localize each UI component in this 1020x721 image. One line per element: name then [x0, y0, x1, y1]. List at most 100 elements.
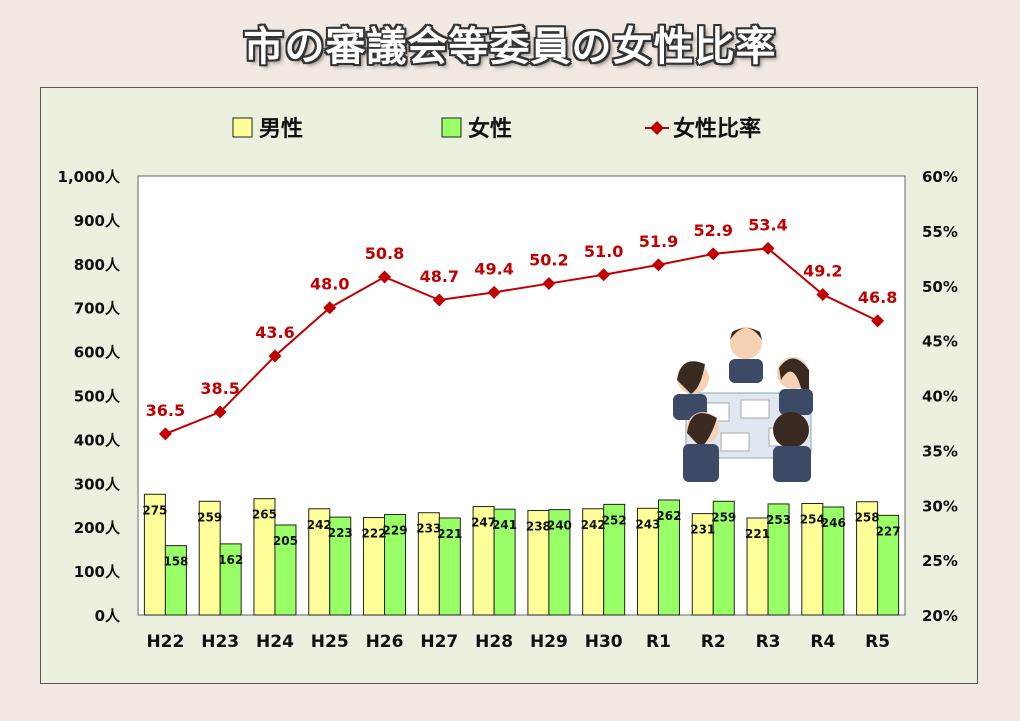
female-value-label: 246 — [821, 516, 846, 530]
x-tick-label: H28 — [475, 632, 513, 652]
male-value-label: 221 — [745, 527, 770, 541]
ratio-marker — [487, 285, 501, 299]
y-right-tick-label: 50% — [922, 278, 958, 296]
ratio-value-label: 38.5 — [200, 379, 239, 398]
ratio-marker — [268, 349, 282, 363]
y-right-tick-label: 60% — [922, 168, 958, 186]
ratio-polyline — [165, 247, 879, 435]
ratio-marker — [432, 293, 446, 307]
female-value-label: 262 — [656, 509, 681, 523]
ratio-marker — [542, 277, 556, 291]
male-value-label: 243 — [635, 517, 660, 531]
female-bar — [657, 499, 680, 616]
ratio-marker — [158, 427, 172, 441]
legend-label: 女性 — [468, 116, 512, 142]
x-tick-label: R2 — [701, 632, 726, 652]
ratio-value-label: 46.8 — [858, 288, 897, 307]
male-value-label: 222 — [362, 527, 387, 541]
ratio-value-label: 51.0 — [584, 242, 623, 261]
female-bar — [822, 506, 845, 616]
female-value-label: 253 — [766, 513, 791, 527]
ratio-value-label: 50.2 — [529, 251, 568, 270]
female-bar — [329, 516, 352, 616]
ratio-marker — [213, 405, 227, 419]
ratio-labels: 36.5 38.5 43.6 48.0 50.8 48.7 49.4 50.2 51.0 51.9… — [146, 215, 898, 419]
page-title: 市の審議会等委員の女性比率 — [243, 24, 777, 70]
ratio-marker — [597, 268, 611, 282]
y-left-tick-label: 500人 — [74, 388, 121, 406]
y-left-tick-label: 600人 — [74, 344, 121, 362]
male-value-label: 265 — [252, 508, 277, 522]
y-left-tick-label: 1,000人 — [58, 168, 121, 186]
bars — [143, 493, 900, 616]
male-value-label: 233 — [416, 522, 441, 536]
female-value-label: 162 — [218, 553, 243, 567]
legend-label: 女性比率 — [673, 116, 761, 142]
female-value-label: 221 — [437, 527, 462, 541]
female-bar — [274, 524, 297, 616]
female-bar — [438, 517, 461, 616]
x-tick-label: R1 — [646, 632, 671, 652]
ratio-marker — [871, 314, 885, 328]
female-bar — [493, 508, 516, 616]
y-left-tick-label: 300人 — [74, 475, 121, 493]
legend: 男性 女性 女性比率 — [232, 116, 761, 142]
female-bar — [219, 543, 242, 616]
female-value-label: 205 — [273, 534, 298, 548]
ratio-line — [158, 241, 885, 441]
y-left-tick-label: 100人 — [74, 563, 121, 581]
legend-swatch — [232, 117, 253, 138]
y-right-tick-label: 40% — [922, 388, 958, 406]
female-bar — [767, 503, 790, 616]
female-value-label: 240 — [547, 519, 572, 533]
x-tick-label: H25 — [311, 632, 349, 652]
female-value-label: 229 — [383, 523, 408, 537]
y-axis-right: 20% 25% 30% 35% 40% 45% 50% 55% 60% — [922, 168, 958, 625]
legend-diamond — [650, 121, 664, 135]
female-bar — [603, 503, 626, 616]
chart-panel: 男性 女性 女性比率 0人 100人 200人 300人 400人 500人 600人 700人 8… — [40, 87, 978, 684]
y-right-tick-label: 20% — [922, 607, 958, 625]
female-bar — [548, 509, 571, 616]
legend-swatch — [441, 117, 462, 138]
ratio-value-label: 52.9 — [694, 221, 733, 240]
female-value-label: 158 — [163, 555, 188, 569]
y-left-tick-label: 0人 — [95, 607, 121, 625]
ratio-value-label: 49.2 — [803, 262, 842, 281]
x-tick-label: H29 — [530, 632, 568, 652]
male-value-label: 259 — [197, 510, 222, 524]
ratio-value-label: 48.0 — [310, 275, 349, 294]
male-value-label: 238 — [526, 520, 551, 534]
female-value-label: 252 — [602, 513, 627, 527]
y-left-tick-label: 200人 — [74, 519, 121, 537]
y-left-tick-label: 400人 — [74, 431, 121, 449]
male-value-label: 275 — [142, 503, 167, 517]
x-tick-label: H27 — [420, 632, 458, 652]
x-tick-label: H24 — [256, 632, 294, 652]
y-axis-left: 0人 100人 200人 300人 400人 500人 600人 700人 800人 900人 1,… — [58, 168, 121, 625]
y-right-tick-label: 55% — [922, 223, 958, 241]
male-value-label: 247 — [471, 516, 496, 530]
ratio-value-label: 53.4 — [748, 215, 787, 234]
ratio-marker — [816, 288, 830, 302]
x-tick-label: R5 — [865, 632, 890, 652]
female-bar — [164, 545, 187, 616]
meeting-illustration — [673, 327, 813, 482]
male-value-label: 242 — [581, 518, 606, 532]
female-value-label: 223 — [328, 526, 353, 540]
female-bar — [384, 513, 407, 616]
ratio-value-label: 48.7 — [420, 267, 459, 286]
ratio-marker — [378, 270, 392, 284]
legend-label: 男性 — [259, 117, 303, 142]
y-right-tick-label: 35% — [922, 442, 958, 460]
ratio-marker — [651, 258, 665, 272]
ratio-value-label: 43.6 — [255, 323, 294, 342]
female-value-label: 241 — [492, 518, 517, 532]
x-tick-label: H30 — [585, 632, 623, 652]
x-axis: H22 H23 H24 H25 H26 H27 H28 H29 H30 R1 R2 R3 R4 R5 — [146, 632, 890, 652]
male-value-label: 231 — [690, 523, 715, 537]
ratio-value-label: 49.4 — [474, 259, 513, 278]
chart-svg: 男性 女性 女性比率 0人 100人 200人 300人 400人 500人 600人 700人 8… — [58, 116, 958, 652]
y-left-tick-label: 900人 — [74, 212, 121, 230]
